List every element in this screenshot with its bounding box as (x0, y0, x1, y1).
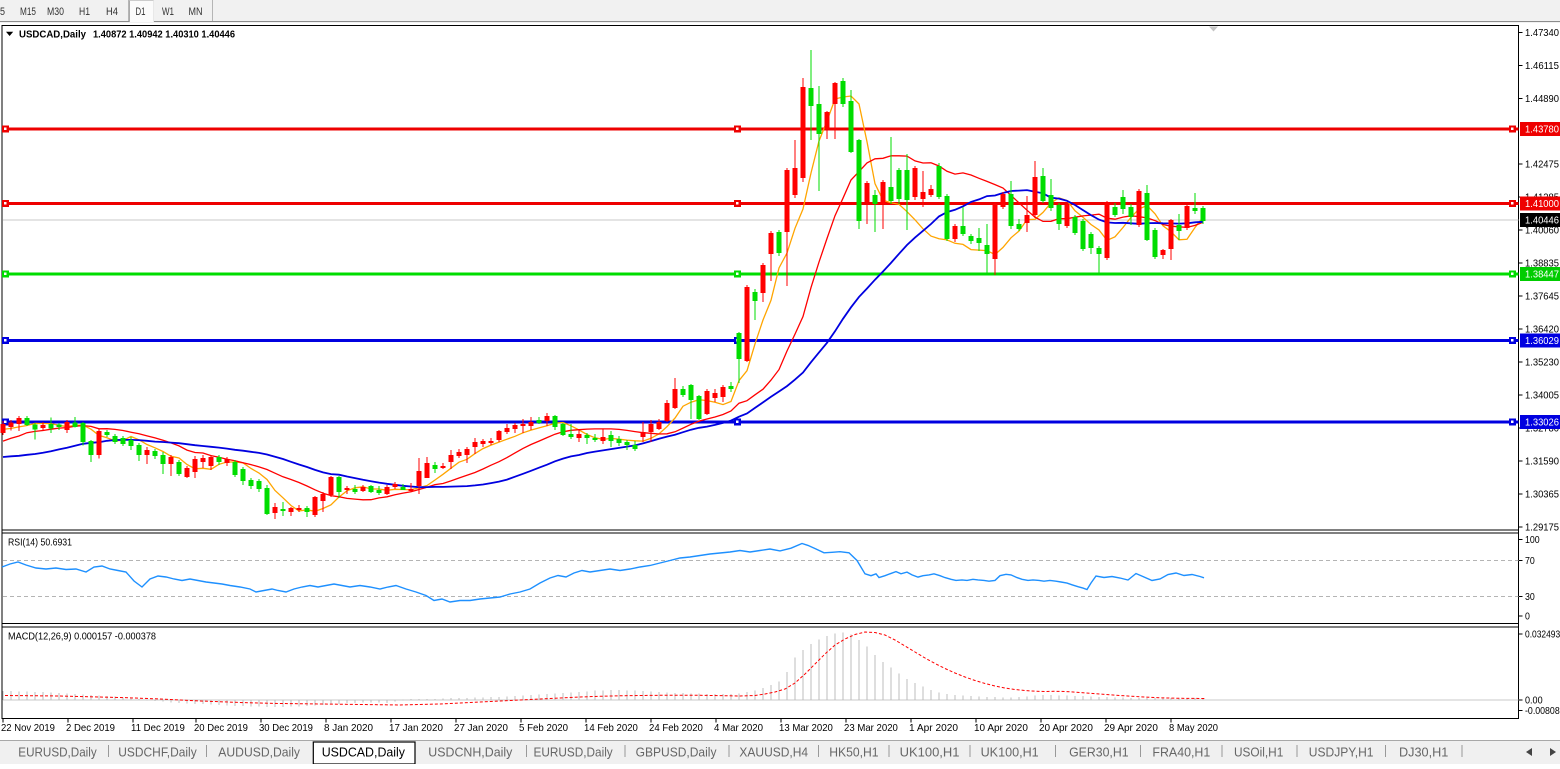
svg-text:UK100,H1: UK100,H1 (900, 745, 960, 760)
svg-text:11 Dec 2019: 11 Dec 2019 (131, 722, 185, 734)
svg-text:1.36420: 1.36420 (1525, 324, 1559, 336)
svg-text:HK50,H1: HK50,H1 (829, 745, 878, 760)
svg-text:-0.008086: -0.008086 (1525, 705, 1560, 717)
svg-text:1.47340: 1.47340 (1525, 27, 1559, 39)
svg-text:1.34005: 1.34005 (1525, 390, 1559, 402)
svg-text:USDCNH,Daily: USDCNH,Daily (428, 745, 512, 760)
svg-text:5: 5 (0, 6, 5, 18)
svg-text:13 Mar 2020: 13 Mar 2020 (779, 722, 833, 734)
svg-text:USDJPY,H1: USDJPY,H1 (1309, 745, 1374, 760)
svg-text:14 Feb 2020: 14 Feb 2020 (584, 722, 638, 734)
svg-text:1.40060: 1.40060 (1525, 225, 1559, 237)
svg-text:M15: M15 (20, 6, 36, 18)
svg-text:GER30,H1: GER30,H1 (1069, 745, 1129, 760)
svg-text:70: 70 (1525, 555, 1535, 567)
svg-text:UK100,H1: UK100,H1 (981, 745, 1039, 760)
svg-text:20 Apr 2020: 20 Apr 2020 (1039, 722, 1093, 734)
svg-text:20 Dec 2019: 20 Dec 2019 (194, 722, 248, 734)
svg-text:1.43780: 1.43780 (1525, 124, 1559, 136)
svg-text:EURUSD,Daily: EURUSD,Daily (534, 745, 614, 760)
svg-text:1.31590: 1.31590 (1525, 456, 1559, 468)
svg-text:27 Jan 2020: 27 Jan 2020 (454, 722, 508, 734)
svg-text:100: 100 (1525, 534, 1540, 546)
svg-text:0.032493: 0.032493 (1525, 629, 1560, 641)
svg-text:1.37645: 1.37645 (1525, 291, 1559, 303)
svg-text:MN: MN (189, 6, 203, 18)
svg-text:5 Feb 2020: 5 Feb 2020 (519, 722, 568, 734)
svg-text:1.33026: 1.33026 (1525, 416, 1559, 428)
svg-text:W1: W1 (162, 6, 174, 18)
svg-text:1.36029: 1.36029 (1525, 335, 1559, 347)
svg-text:GBPUSD,Daily: GBPUSD,Daily (636, 745, 717, 760)
svg-text:24 Feb 2020: 24 Feb 2020 (649, 722, 703, 734)
svg-text:1.30365: 1.30365 (1525, 489, 1559, 501)
svg-text:1.40446: 1.40446 (1525, 215, 1559, 227)
svg-text:30 Dec 2019: 30 Dec 2019 (259, 722, 313, 734)
svg-text:AUDUSD,Daily: AUDUSD,Daily (218, 745, 300, 760)
svg-text:8 Jan 2020: 8 Jan 2020 (324, 722, 373, 734)
svg-text:RSI(14) 50.6931: RSI(14) 50.6931 (8, 537, 72, 549)
svg-text:23 Mar 2020: 23 Mar 2020 (844, 722, 898, 734)
svg-text:USDCAD,Daily: USDCAD,Daily (19, 29, 86, 41)
svg-text:USDCHF,Daily: USDCHF,Daily (118, 745, 197, 760)
svg-text:USOil,H1: USOil,H1 (1234, 745, 1283, 760)
svg-text:XAUUSD,H4: XAUUSD,H4 (739, 745, 808, 760)
svg-text:H4: H4 (106, 6, 118, 18)
svg-text:2 Dec 2019: 2 Dec 2019 (66, 722, 115, 734)
svg-text:1.41000: 1.41000 (1525, 198, 1559, 210)
svg-text:8 May 2020: 8 May 2020 (1169, 722, 1218, 734)
svg-text:17 Jan 2020: 17 Jan 2020 (389, 722, 443, 734)
svg-text:EURUSD,Daily: EURUSD,Daily (18, 745, 97, 760)
svg-text:D1: D1 (136, 6, 146, 18)
svg-text:1.38835: 1.38835 (1525, 258, 1559, 270)
svg-text:1.40872 1.40942 1.40310 1.4044: 1.40872 1.40942 1.40310 1.40446 (93, 29, 235, 41)
svg-text:MACD(12,26,9) 0.000157 -0.0003: MACD(12,26,9) 0.000157 -0.000378 (8, 631, 156, 643)
svg-text:1.46115: 1.46115 (1525, 60, 1559, 72)
svg-text:29 Apr 2020: 29 Apr 2020 (1104, 722, 1158, 734)
svg-text:DJ30,H1: DJ30,H1 (1399, 745, 1448, 760)
svg-text:30: 30 (1525, 591, 1535, 603)
svg-text:FRA40,H1: FRA40,H1 (1152, 745, 1210, 760)
svg-text:1.35230: 1.35230 (1525, 357, 1559, 369)
svg-text:1 Apr 2020: 1 Apr 2020 (909, 722, 958, 734)
svg-text:1.29175: 1.29175 (1525, 522, 1559, 534)
svg-text:0: 0 (1525, 610, 1530, 622)
svg-text:10 Apr 2020: 10 Apr 2020 (974, 722, 1028, 734)
svg-text:1.44890: 1.44890 (1525, 93, 1559, 105)
svg-text:0.00: 0.00 (1525, 695, 1543, 707)
svg-text:H1: H1 (79, 6, 90, 18)
svg-text:4 Mar 2020: 4 Mar 2020 (714, 722, 763, 734)
svg-text:1.42475: 1.42475 (1525, 159, 1559, 171)
svg-text:M30: M30 (47, 6, 64, 18)
svg-text:1.38447: 1.38447 (1525, 269, 1559, 281)
svg-text:USDCAD,Daily: USDCAD,Daily (322, 745, 406, 760)
svg-text:22 Nov 2019: 22 Nov 2019 (1, 722, 55, 734)
